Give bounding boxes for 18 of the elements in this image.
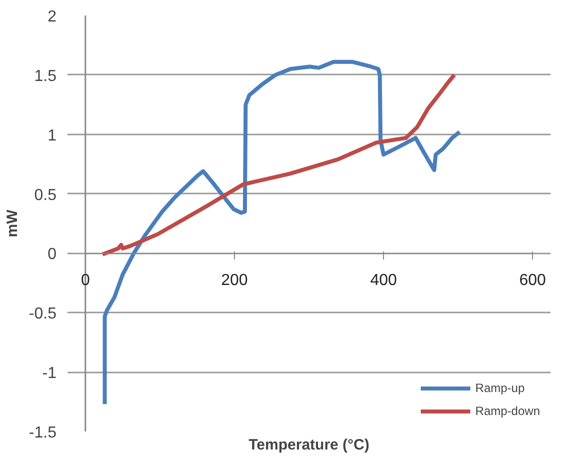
y-axis-title: mW bbox=[4, 208, 21, 238]
y-tick-label: 0 bbox=[48, 246, 57, 264]
x-axis-title: Temperature (°C) bbox=[248, 436, 370, 454]
y-tick-label: 0.5 bbox=[34, 186, 57, 204]
y-tick-label: -1.5 bbox=[28, 424, 57, 442]
x-tick-label: 400 bbox=[370, 272, 397, 290]
legend-label: Ramp-down bbox=[475, 404, 540, 418]
x-tick-label: 200 bbox=[221, 272, 248, 290]
y-tick-label: 1.5 bbox=[34, 68, 57, 85]
line-series bbox=[100, 72, 456, 256]
x-tick-label: 0 bbox=[80, 272, 90, 290]
y-tick-label: -1 bbox=[42, 365, 57, 382]
x-tick-label: 600 bbox=[519, 272, 546, 290]
y-tick-label: -0.5 bbox=[28, 306, 57, 323]
line-series bbox=[102, 60, 462, 406]
y-tick-label: 1 bbox=[48, 127, 57, 144]
y-tick-label: 2 bbox=[48, 8, 57, 26]
legend-label: Ramp-up bbox=[475, 381, 525, 395]
